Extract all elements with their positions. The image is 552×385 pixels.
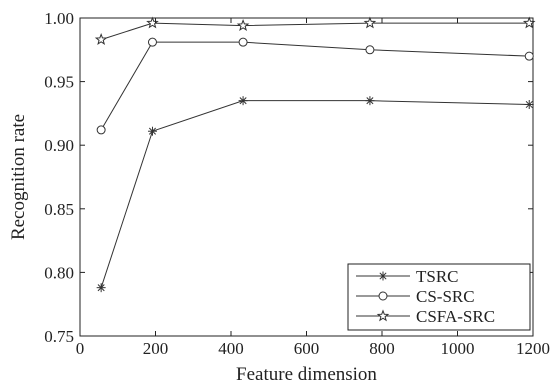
legend-marker	[378, 291, 388, 301]
x-tick-label: 800	[369, 339, 395, 358]
marker-asterisk-stroke	[148, 127, 157, 135]
x-axis-label: Feature dimension	[236, 364, 377, 385]
data-point	[146, 16, 159, 29]
series-layer	[94, 16, 536, 293]
series-cs-src	[96, 37, 534, 135]
marker-circle	[238, 37, 248, 47]
marker-asterisk-stroke	[525, 100, 533, 109]
y-tick-label: 1.00	[44, 9, 74, 28]
x-tick-label: 600	[294, 339, 320, 358]
y-tick-label: 0.90	[44, 136, 74, 155]
ticks-layer: 0 200 400 600 800 1000 1200 0.75 0.80 0.85 0.90 0.9…	[44, 9, 550, 358]
marker-circle	[147, 37, 157, 47]
series-line	[100, 100, 530, 288]
marker-circle	[365, 45, 375, 55]
legend-entry: CSFA-SRC	[356, 307, 495, 326]
x-tick-label: 0	[76, 339, 85, 358]
data-point	[363, 16, 377, 29]
legend-marker	[376, 309, 390, 322]
x-tick-label: 1000	[441, 339, 475, 358]
marker-asterisk-stroke	[239, 97, 247, 105]
data-point	[524, 99, 534, 109]
legend-marker	[378, 271, 388, 281]
x-tick-label: 1200	[516, 339, 550, 358]
marker-circle	[524, 51, 534, 61]
marker-star	[146, 16, 159, 29]
data-point	[524, 51, 534, 61]
data-point	[236, 19, 250, 31]
y-tick-label: 0.95	[44, 73, 74, 92]
marker-asterisk-stroke	[379, 272, 387, 280]
legend-label: CSFA-SRC	[416, 307, 495, 326]
data-point	[238, 37, 248, 47]
legend-label: CS-SRC	[416, 287, 475, 306]
y-axis-label: Recognition rate	[8, 114, 29, 240]
y-tick-label: 0.85	[44, 200, 74, 219]
y-tick-label: 0.80	[44, 263, 74, 282]
data-point	[147, 126, 157, 136]
marker-star	[94, 33, 108, 45]
data-point	[147, 37, 157, 47]
marker-asterisk-stroke	[366, 97, 374, 105]
marker-circle	[96, 125, 106, 135]
marker-star	[236, 19, 250, 31]
legend-box	[347, 263, 531, 331]
marker-circle	[378, 291, 388, 301]
x-tick-label: 400	[218, 339, 244, 358]
series-csfa-src	[94, 16, 536, 45]
series-tsrc	[96, 96, 534, 293]
marker-star	[376, 309, 390, 322]
data-point	[96, 283, 106, 293]
data-point	[94, 33, 108, 45]
legend-label: TSRC	[416, 267, 459, 286]
data-point	[96, 125, 106, 135]
data-point	[365, 96, 375, 106]
data-point	[238, 96, 248, 106]
legend-entry: TSRC	[356, 267, 459, 286]
marker-star	[363, 16, 377, 29]
series-line	[100, 41, 530, 131]
series-line	[100, 22, 530, 41]
y-tick-label: 0.75	[44, 327, 74, 346]
data-point	[365, 45, 375, 55]
x-tick-label: 200	[143, 339, 169, 358]
marker-asterisk-stroke	[97, 284, 105, 292]
legend-entry: CS-SRC	[356, 287, 475, 306]
